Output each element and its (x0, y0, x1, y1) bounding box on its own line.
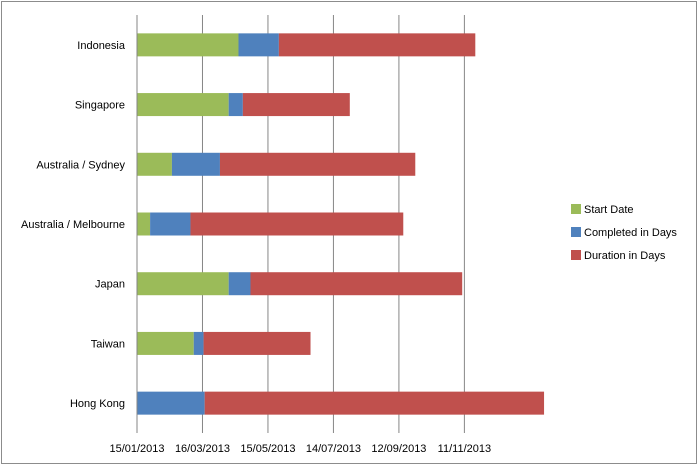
legend-label: Start Date (584, 204, 634, 216)
category-label: Singapore (75, 100, 125, 112)
category-label: Australia / Melbourne (21, 219, 125, 231)
bar-completed-in-days-australia-sydney (171, 152, 220, 176)
bar-duration-in-days-australia-melbourne (190, 212, 404, 236)
bar-start-date-taiwan (137, 331, 194, 355)
bar-completed-in-days-japan (228, 272, 251, 296)
legend-swatch (571, 250, 581, 260)
category-label: Indonesia (77, 40, 126, 52)
x-tick-label: 14/07/2013 (306, 443, 361, 455)
bar-completed-in-days-taiwan (193, 331, 204, 355)
bars (137, 33, 545, 415)
x-tick-label: 11/11/2013 (438, 443, 491, 455)
bar-duration-in-days-singapore (242, 93, 350, 117)
legend: Start Date Completed in Days Duration in D… (571, 204, 677, 262)
x-tick-label: 12/09/2013 (371, 443, 426, 455)
bar-completed-in-days-hong-kong (137, 391, 205, 415)
bar-start-date-singapore (137, 93, 229, 117)
bar-completed-in-days-indonesia (238, 33, 279, 57)
x-axis-tick-labels: 15/01/2013 16/03/2013 15/05/2013 14/07/2013… (109, 443, 491, 455)
bar-completed-in-days-singapore (228, 93, 243, 117)
x-tick-label: 15/01/2013 (109, 443, 164, 455)
bar-completed-in-days-australia-melbourne (150, 212, 191, 236)
bar-duration-in-days-hong-kong (204, 391, 545, 415)
bar-duration-in-days-indonesia (278, 33, 476, 57)
legend-swatch (571, 227, 581, 237)
bar-duration-in-days-australia-sydney (219, 152, 416, 176)
bar-start-date-indonesia (137, 33, 239, 57)
bar-start-date-australia-melbourne (137, 212, 151, 236)
bar-start-date-australia-sydney (137, 152, 172, 176)
legend-label: Duration in Days (584, 250, 666, 262)
category-labels: Indonesia Singapore Australia / Sydney Aust… (21, 40, 126, 410)
category-label: Australia / Sydney (36, 159, 125, 171)
bar-duration-in-days-taiwan (203, 331, 311, 355)
legend-label: Completed in Days (584, 227, 677, 239)
x-tick-label: 16/03/2013 (175, 443, 230, 455)
category-label: Japan (95, 279, 125, 291)
category-label: Taiwan (91, 338, 125, 350)
bar-duration-in-days-japan (250, 272, 463, 296)
category-label: Hong Kong (70, 398, 125, 410)
bar-start-date-japan (137, 272, 229, 296)
legend-swatch (571, 204, 581, 214)
x-tick-label: 15/05/2013 (240, 443, 295, 455)
